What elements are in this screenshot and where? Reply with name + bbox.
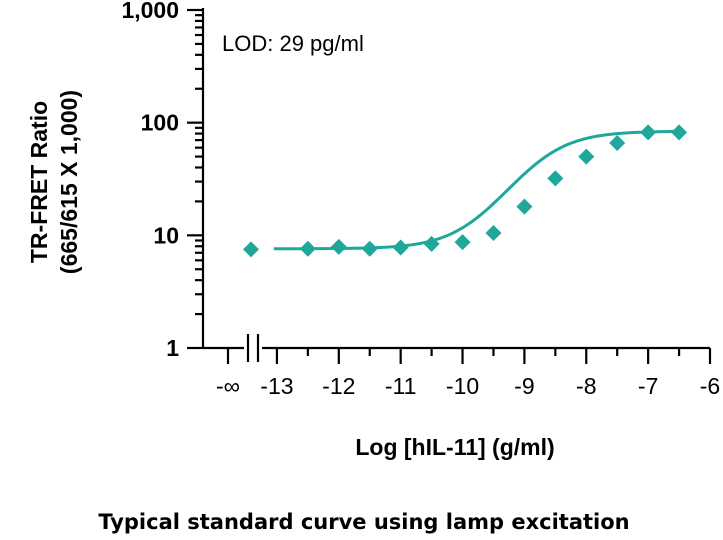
x-tick-label: -12 <box>322 373 355 399</box>
data-point <box>485 224 502 241</box>
x-blank-tick-label: -∞ <box>216 373 240 399</box>
y-tick-label: 100 <box>141 110 179 136</box>
blank-data-point <box>243 241 259 258</box>
data-point <box>578 148 595 165</box>
x-tick-label: -11 <box>385 373 417 399</box>
x-tick-label: -7 <box>638 373 658 399</box>
x-tick-label: -8 <box>576 373 596 399</box>
lod-annotation: LOD: 29 pg/ml <box>222 31 364 56</box>
plot-area <box>243 124 688 258</box>
data-point <box>609 134 626 151</box>
x-axis: -∞ -13 -12 -11 -10 -9 -8 -7 -6 <box>203 334 720 399</box>
x-tick-label: -13 <box>260 373 293 399</box>
data-point <box>671 124 688 141</box>
figure-caption: Typical standard curve using lamp excita… <box>98 510 629 534</box>
data-point <box>640 124 657 141</box>
y-axis-title-line-1: TR-FRET Ratio <box>26 101 52 263</box>
data-point <box>330 238 347 255</box>
data-point <box>516 198 533 215</box>
x-tick-label: -9 <box>514 373 534 399</box>
y-axis-title-line-2: (665/615 X 1,000) <box>56 90 82 274</box>
data-point <box>361 240 378 257</box>
data-point <box>547 170 564 187</box>
data-point <box>299 240 316 257</box>
y-tick-label: 1,000 <box>121 0 179 23</box>
y-axis: 1 10 100 1,000 <box>121 0 205 361</box>
data-point <box>392 239 409 256</box>
y-tick-label: 10 <box>153 222 179 248</box>
y-tick-label: 1 <box>166 335 179 361</box>
x-axis-title: Log [hIL-11] (g/ml) <box>355 434 554 460</box>
x-tick-label: -6 <box>700 373 720 399</box>
data-point <box>454 234 471 251</box>
data-point <box>423 235 440 252</box>
x-tick-label: -10 <box>446 373 479 399</box>
